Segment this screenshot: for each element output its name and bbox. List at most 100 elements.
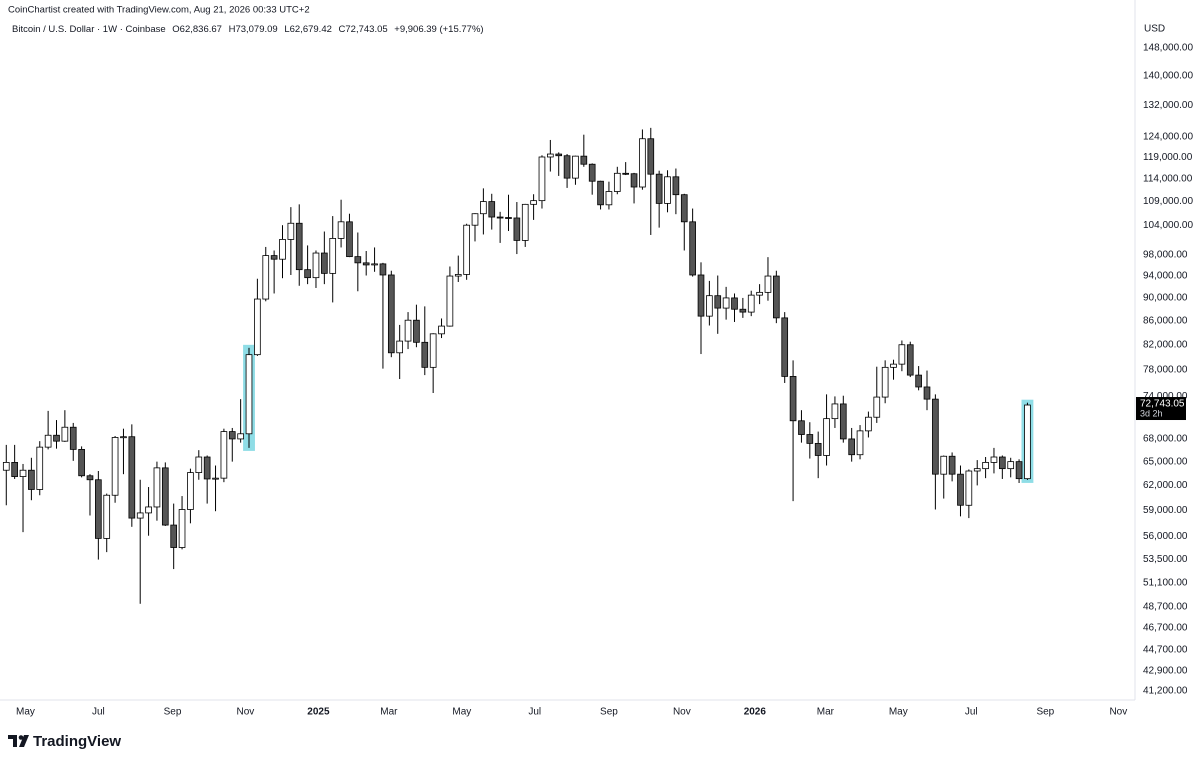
candle-body [346, 221, 353, 258]
ohlc-low: L62,679.42 [284, 24, 332, 35]
candle-body [220, 431, 228, 479]
candle-body [463, 224, 470, 275]
ohlc-high: H73,079.09 [229, 24, 278, 35]
candle-body [789, 376, 797, 422]
candle-body [680, 194, 688, 223]
candle-body [873, 396, 881, 418]
candle-body [95, 479, 102, 539]
candle-body [839, 403, 847, 440]
candle-body [228, 431, 236, 440]
candle-body [312, 252, 320, 279]
brand-logo: TradingView [8, 733, 121, 750]
y-tick-label: 98,000.00 [1143, 250, 1188, 261]
candle-body [254, 298, 261, 356]
ohlc-close: C72,743.05 [339, 24, 388, 35]
candle-body [178, 509, 186, 548]
candle-body [521, 203, 529, 241]
candle-body [337, 221, 345, 239]
candle-body [396, 340, 404, 354]
candle-body [588, 163, 596, 182]
candle-body [44, 434, 52, 448]
y-tick-label: 44,700.00 [1143, 645, 1188, 656]
candle-body [923, 386, 931, 400]
change: +9,906.39 (+15.77%) [394, 24, 483, 35]
y-tick-label: 59,000.00 [1143, 505, 1188, 516]
candle-body [404, 319, 412, 342]
logo-icon [18, 735, 24, 740]
candle-body [664, 176, 671, 204]
candle-body [379, 263, 387, 276]
candle-body [438, 325, 445, 335]
y-tick-label: 53,500.00 [1143, 554, 1188, 565]
candle-body [990, 456, 998, 463]
candle-body [948, 455, 956, 475]
candle-body [530, 200, 537, 205]
candle-body [572, 155, 579, 179]
candle-body [270, 255, 278, 260]
candle-body [446, 275, 454, 327]
candle-body [957, 473, 964, 506]
candle-body [747, 294, 755, 313]
price-tag-label: 72,743.05 [1140, 399, 1185, 410]
candle-body [689, 221, 696, 276]
candle-body [940, 455, 948, 475]
candle-body [136, 512, 144, 519]
x-tick-label: Sep [600, 707, 618, 718]
candle-body [865, 416, 872, 432]
y-tick-label: 94,000.00 [1143, 271, 1188, 282]
y-tick-label: 78,000.00 [1143, 365, 1188, 376]
countdown-label: 3d 2h [1140, 408, 1163, 418]
brand: TradingView [33, 733, 121, 750]
candle-body [505, 217, 512, 219]
candle-body [639, 138, 646, 188]
candle-body [203, 456, 211, 480]
candle-body [806, 434, 814, 444]
y-tick-label: 42,900.00 [1143, 665, 1188, 676]
candle-body [237, 433, 244, 440]
candle-body [965, 470, 973, 506]
candle-body [731, 297, 738, 310]
candle-body [480, 201, 487, 215]
candle-body [429, 333, 437, 368]
candle-body [597, 180, 604, 206]
y-tick-label: 51,100.00 [1143, 577, 1188, 588]
candle-body [245, 354, 253, 435]
symbol: Bitcoin / U.S. Dollar · 1W · Coinbase [12, 24, 166, 35]
y-tick-label: 109,000.00 [1143, 196, 1193, 207]
candle-body [547, 153, 554, 158]
candle-body [739, 308, 747, 313]
watermark: CoinChartist created with TradingView.co… [8, 5, 310, 16]
candle-body [722, 297, 730, 309]
y-tick-label: 86,000.00 [1143, 315, 1188, 326]
symbol-legend: Bitcoin / U.S. Dollar · 1W · Coinbase O6… [12, 24, 484, 35]
candle-body [672, 176, 680, 196]
candle-body [195, 456, 203, 473]
candle-body [798, 420, 805, 435]
candle-body [605, 191, 613, 206]
candle-body [103, 494, 111, 539]
y-tick-label: 48,700.00 [1143, 602, 1188, 613]
x-tick-label: Jul [965, 707, 978, 718]
candle-body [262, 255, 270, 300]
x-tick-label: Jul [92, 707, 105, 718]
candle-body [982, 462, 989, 470]
x-tick-label: Mar [380, 707, 398, 718]
y-tick-label: 65,000.00 [1143, 456, 1188, 467]
candle-body [2, 462, 10, 471]
candle-body [161, 467, 169, 526]
candle-body [890, 363, 897, 368]
y-tick-label: 82,000.00 [1143, 339, 1188, 350]
candle-body [153, 467, 161, 508]
candle-body [212, 477, 219, 480]
y-tick-label: 90,000.00 [1143, 293, 1188, 304]
candle-body [304, 269, 311, 279]
candle-body [906, 344, 914, 376]
candle-body [295, 222, 303, 271]
candle-body [362, 262, 370, 266]
plot-area [2, 127, 1034, 604]
x-tick-label: Jul [528, 707, 541, 718]
candle-body [488, 201, 496, 218]
candle-body [321, 252, 328, 274]
